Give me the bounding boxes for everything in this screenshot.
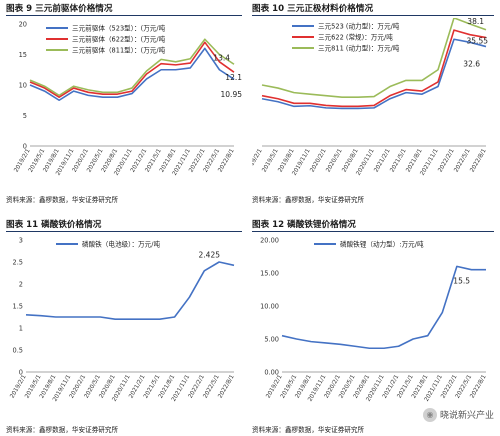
watermark-text: 晓说新兴产业 xyxy=(439,410,494,421)
y-tick-label: 15.00 xyxy=(260,270,279,278)
y-tick-label: 15 xyxy=(19,51,27,59)
legend-label: 三元前驱体（523型）：(万元/吨 xyxy=(72,24,166,33)
chart-svg: 2019/2/12019/5/12019/8/12019/11/12020/2/… xyxy=(252,18,489,177)
y-tick-label: 2.5 xyxy=(13,259,24,267)
chart-title: 图表 12 磷酸铁锂价格情况 xyxy=(252,220,356,230)
y-tick-label: 3 xyxy=(19,237,23,245)
y-tick-label: 2 xyxy=(19,281,23,289)
title-divider xyxy=(6,15,242,16)
legend-label: 三元811 (动力型)：万元/吨 xyxy=(318,44,400,53)
chart-panel-9: 图表 9 三元前驱体价格情况 0 5 10 15 20 2019/2/1 2019/5/1 2… xyxy=(6,2,242,204)
source-note: 资料来源：鑫椤数据，华安证券研究所 xyxy=(6,196,119,204)
source-note: 资料来源：鑫椤数据，华安证券研究所 xyxy=(6,426,119,434)
data-label: 38.1 xyxy=(467,18,484,26)
y-tick-label: 10.00 xyxy=(260,303,279,311)
chart-title: 图表 9 三元前驱体价格情况 xyxy=(6,4,113,14)
series-line xyxy=(261,38,487,110)
chart-panel-10: 图表 10 三元正极材料价格情况 2019/2/1 2019/5/1 2019/8/… xyxy=(252,2,494,204)
watermark: ◉ 晓说新兴产业 xyxy=(422,408,494,422)
data-label: 35.55 xyxy=(467,37,489,46)
source-note: 资料来源：鑫椤数据，华安证券研究所 xyxy=(252,426,365,434)
data-label: 15.5 xyxy=(453,277,470,286)
y-tick-label: 0 xyxy=(19,369,23,377)
y-tick-label: 5 xyxy=(23,112,27,120)
chart-panel-12: 图表 12 磷酸铁锂价格情况 0.00 5.00 10.00 15.00 20.00 20… xyxy=(252,218,494,434)
data-label: 2.425 xyxy=(199,250,221,259)
data-label: 32.6 xyxy=(463,60,480,69)
y-tick-label: 20 xyxy=(19,21,27,29)
x-tick-label: 2022/8/1 xyxy=(470,148,488,174)
series-line xyxy=(29,41,235,98)
title-divider xyxy=(252,15,494,16)
wechat-logo-icon: ◉ xyxy=(422,408,437,422)
y-tick-label: 1.5 xyxy=(13,303,24,311)
y-tick-label: 0.5 xyxy=(13,347,24,355)
data-label: 13.4 xyxy=(213,53,230,62)
y-tick-label: 0 xyxy=(23,143,27,151)
series-line xyxy=(29,38,235,97)
series-line xyxy=(261,18,487,98)
chart-svg: 0.005.0010.0015.0020.002019/2/12019/5/12… xyxy=(260,237,488,403)
legend-label: 三元523 (动力型)：万元/吨 xyxy=(318,22,400,31)
chart-svg: 051015202019/2/12019/5/12019/8/12019/11/… xyxy=(14,21,242,177)
y-tick-label: 0.00 xyxy=(264,369,279,377)
legend-label: 三元前驱体（811型）：(万元/吨 xyxy=(72,46,166,55)
data-label: 10.95 xyxy=(221,90,242,99)
chart-panel-11: 图表 11 磷酸铁价格情况 0 0.5 1 1.5 2 2.5 3 2019/2/1 2019/… xyxy=(6,218,242,434)
title-divider xyxy=(6,231,242,232)
legend-label: 三元622 (常规)：万元/吨 xyxy=(318,33,393,42)
legend-label: 磷酸铁（电池级）：万元/吨 xyxy=(82,240,160,249)
series-line xyxy=(29,47,235,102)
title-divider xyxy=(252,231,494,232)
data-label: 12.1 xyxy=(225,73,242,82)
chart-title: 图表 11 磷酸铁价格情况 xyxy=(6,220,102,230)
y-tick-label: 1 xyxy=(19,325,23,333)
legend-label: 磷酸铁锂（动力型）:万元/吨 xyxy=(340,240,424,249)
y-tick-label: 10 xyxy=(19,82,27,90)
series-line xyxy=(25,261,235,320)
x-tick-label: 2019/2/1 xyxy=(252,148,264,174)
legend-label: 三元前驱体（622型）：(万元/吨 xyxy=(72,35,166,44)
series-line xyxy=(281,265,486,350)
source-note: 资料来源：鑫椤数据，华安证券研究所 xyxy=(252,196,365,204)
y-tick-label: 5.00 xyxy=(264,336,279,344)
chart-svg: 00.511.522.532019/2/12019/5/12019/8/1201… xyxy=(10,237,236,403)
series-line xyxy=(261,29,487,108)
y-tick-label: 20.00 xyxy=(260,237,279,245)
chart-title: 图表 10 三元正极材料价格情况 xyxy=(252,4,374,14)
